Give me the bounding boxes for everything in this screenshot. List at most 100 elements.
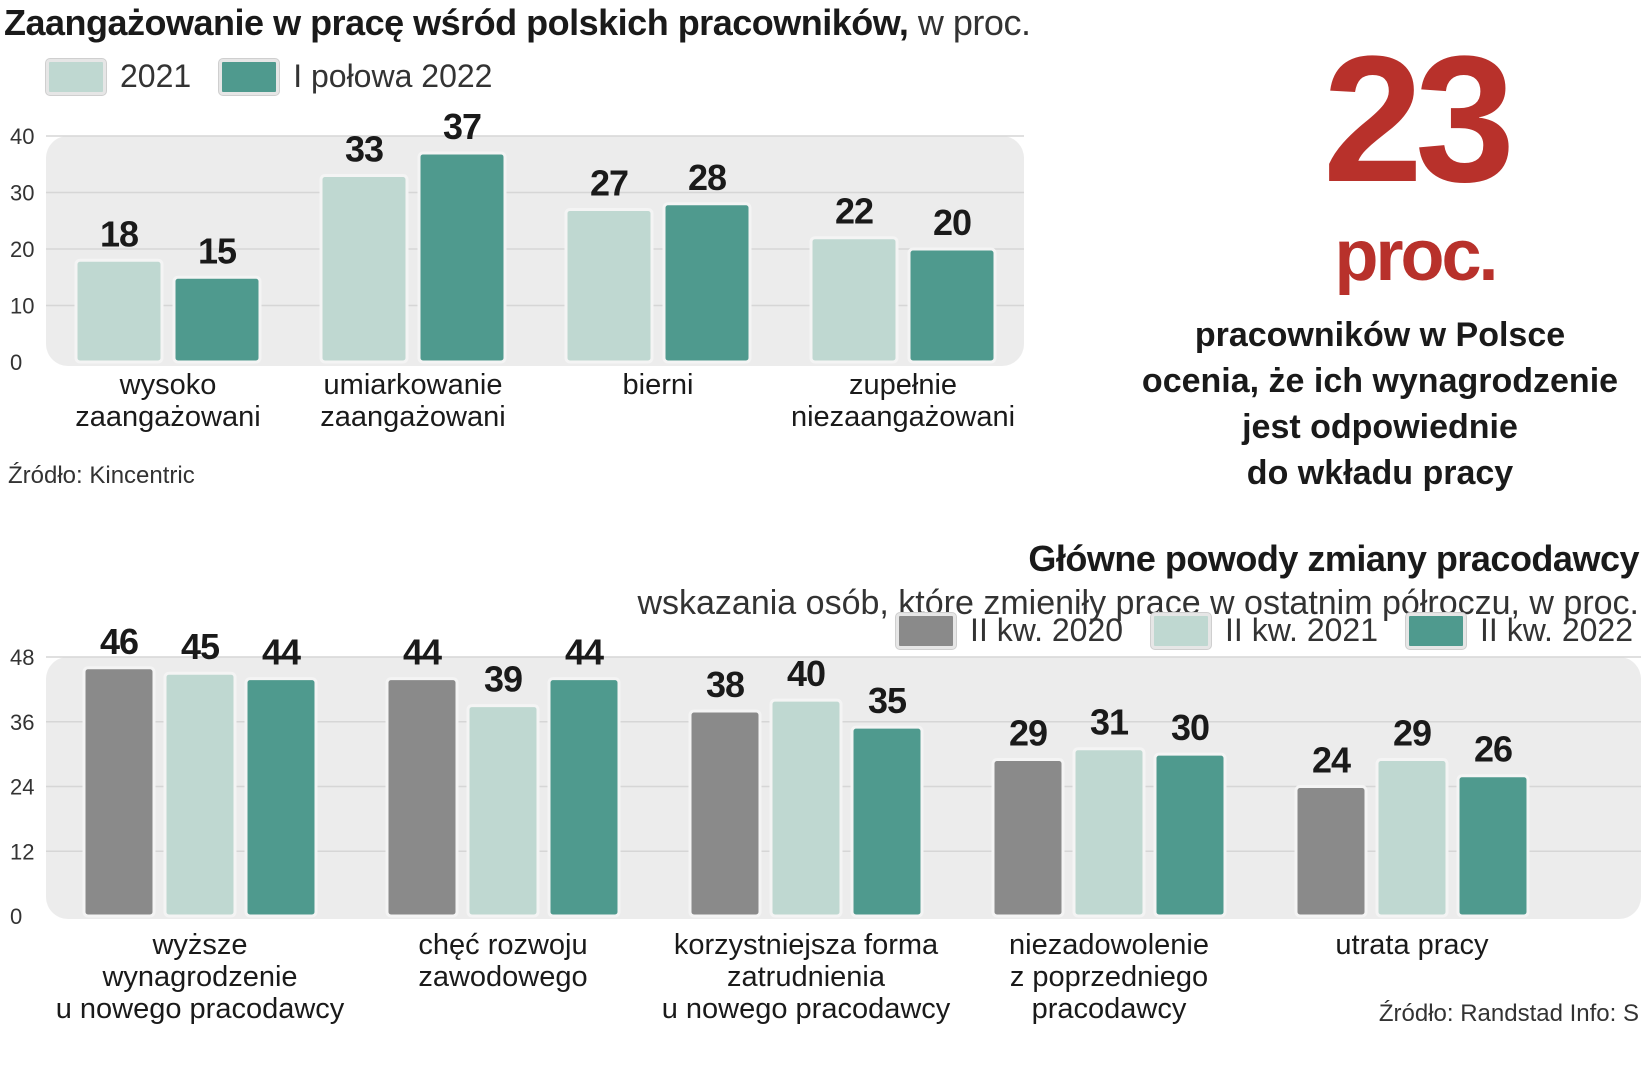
chart2-legend-item: II kw. 2022 xyxy=(1406,612,1633,649)
chart1-legend: 2021 I połowa 2022 xyxy=(46,58,506,95)
chart2-category-label: zawodowego xyxy=(418,961,587,993)
chart2-bar xyxy=(244,677,318,918)
chart2-data-label: 46 xyxy=(100,621,138,662)
chart2-bar xyxy=(991,758,1065,918)
chart2-category-label: niezadowolenie xyxy=(1009,929,1209,961)
highlight-desc-line: ocenia, że ich wynagrodzenie xyxy=(1141,362,1619,400)
chart2-ytick-label: 36 xyxy=(10,710,34,735)
highlight-desc-line: pracowników w Polsce xyxy=(1194,316,1566,354)
chart2-bar xyxy=(1072,747,1146,918)
chart2-category-label: u nowego pracodawcy xyxy=(56,993,345,1025)
chart2-legend-label: II kw. 2022 xyxy=(1480,612,1633,648)
chart1-bar xyxy=(74,258,164,364)
chart1-data-label: 18 xyxy=(100,213,138,254)
chart1-ytick-label: 10 xyxy=(10,294,34,319)
chart2-category-label: chęć rozwoju xyxy=(418,929,587,961)
chart2-ytick-label: 48 xyxy=(10,645,34,670)
chart2-data-label: 44 xyxy=(565,632,604,673)
chart2-data-label: 31 xyxy=(1090,702,1129,743)
chart1-legend-label: I połowa 2022 xyxy=(293,58,493,94)
chart2-legend-label: II kw. 2021 xyxy=(1225,612,1379,648)
chart1-data-label: 33 xyxy=(345,129,383,170)
chart1-data-label: 27 xyxy=(590,162,628,203)
chart2-legend-swatch xyxy=(1151,612,1212,649)
chart2-data-label: 45 xyxy=(181,626,220,667)
highlight-description: pracowników w Polsce ocenia, że ich wynag… xyxy=(1130,312,1630,496)
chart1-data-label: 20 xyxy=(933,202,971,243)
chart2-bar xyxy=(769,698,843,918)
chart1-bar xyxy=(662,202,752,364)
chart1-bar xyxy=(172,275,262,364)
highlight-number: 23 xyxy=(1322,19,1515,220)
chart2-legend-item: II kw. 2020 xyxy=(896,612,1123,649)
chart1-bar xyxy=(564,207,654,364)
chart1-legend-swatch xyxy=(219,58,280,95)
chart2-data-label: 35 xyxy=(868,680,907,721)
chart1-data-label: 28 xyxy=(688,157,726,198)
chart2-title: Główne powody zmiany pracodawcy xyxy=(1028,538,1639,579)
chart2-category-label: wyższe xyxy=(151,929,247,961)
chart2-category-label: u nowego pracodawcy xyxy=(662,993,951,1025)
chart2-bar xyxy=(850,725,924,918)
chart2-bar xyxy=(547,677,621,918)
chart2-data-label: 26 xyxy=(1474,729,1512,770)
chart1-category-label: bierni xyxy=(623,369,694,401)
chart2-data-label: 24 xyxy=(1312,740,1351,781)
chart1-data-label: 37 xyxy=(443,106,481,147)
chart1-bar xyxy=(809,236,899,364)
chart2-category-label: wynagrodzenie xyxy=(101,961,297,993)
chart2-category-label: z poprzedniego xyxy=(1010,961,1208,993)
chart2-data-label: 30 xyxy=(1171,707,1209,748)
chart2-category-label: korzystniejsza forma xyxy=(674,929,939,961)
chart1-plot-background xyxy=(46,136,1024,366)
chart1-category-label: umiarkowanie xyxy=(324,369,503,401)
chart1-bar xyxy=(319,174,409,364)
chart2-bar xyxy=(82,666,156,918)
chart1-title-bold: Zaangażowanie w pracę wśród polskich pra… xyxy=(4,2,909,43)
chart2-bar xyxy=(385,677,459,918)
chart2-ytick-label: 12 xyxy=(10,839,34,864)
chart2-bar xyxy=(1456,774,1530,918)
chart2-bar xyxy=(163,671,237,918)
chart2-category-label: zatrudnienia xyxy=(727,961,886,993)
chart2-bar xyxy=(1375,758,1449,918)
chart2-legend-swatch xyxy=(896,612,957,649)
chart1-source: Źródło: Kincentric xyxy=(8,462,195,489)
highlight-desc-line: jest odpowiednie xyxy=(1242,408,1518,446)
chart2-source: Źródło: Randstad Info: S xyxy=(1378,1000,1639,1027)
chart2-data-label: 44 xyxy=(403,632,442,673)
chart2-ytick-label: 0 xyxy=(10,904,22,929)
chart1-ytick-label: 40 xyxy=(10,124,34,149)
chart2-legend-label: II kw. 2020 xyxy=(970,612,1124,648)
chart1-bar xyxy=(417,151,507,364)
chart2-data-label: 39 xyxy=(484,659,522,700)
chart1-legend-swatch xyxy=(46,58,106,95)
chart1-legend-item: I połowa 2022 xyxy=(219,58,492,95)
highlight-unit: proc. xyxy=(1334,216,1498,296)
chart1-category-label: niezaangażowani xyxy=(791,401,1015,433)
chart2-data-label: 44 xyxy=(262,632,301,673)
chart2-bar xyxy=(466,704,540,918)
chart2-bar xyxy=(1153,752,1227,918)
chart1-legend-item: 2021 xyxy=(46,58,191,95)
chart1-title: Zaangażowanie w pracę wśród polskich pra… xyxy=(4,2,1031,44)
chart1-ytick-label: 30 xyxy=(10,181,34,206)
chart2-data-label: 29 xyxy=(1393,713,1431,754)
chart2-data-label: 29 xyxy=(1009,713,1047,754)
chart2-bar xyxy=(688,709,762,918)
chart2-legend: II kw. 2020 II kw. 2021 II kw. 2022 xyxy=(896,612,1647,649)
chart2-legend-swatch xyxy=(1406,612,1467,649)
chart2-bar xyxy=(1294,785,1368,918)
chart1-category-label: zaangażowani xyxy=(75,401,260,433)
chart1-category-label: zaangażowani xyxy=(320,401,505,433)
chart1-ytick-label: 0 xyxy=(10,350,22,375)
chart2-legend-item: II kw. 2021 xyxy=(1151,612,1378,649)
chart2-data-label: 38 xyxy=(706,664,744,705)
chart1-category-label: zupełnie xyxy=(849,369,957,401)
chart1-data-label: 22 xyxy=(835,191,873,232)
chart1-ytick-label: 20 xyxy=(10,237,34,262)
highlight-desc-line: do wkładu pracy xyxy=(1246,454,1514,492)
chart1-title-unit: w proc. xyxy=(908,2,1031,43)
chart2-category-label: utrata pracy xyxy=(1335,929,1489,961)
